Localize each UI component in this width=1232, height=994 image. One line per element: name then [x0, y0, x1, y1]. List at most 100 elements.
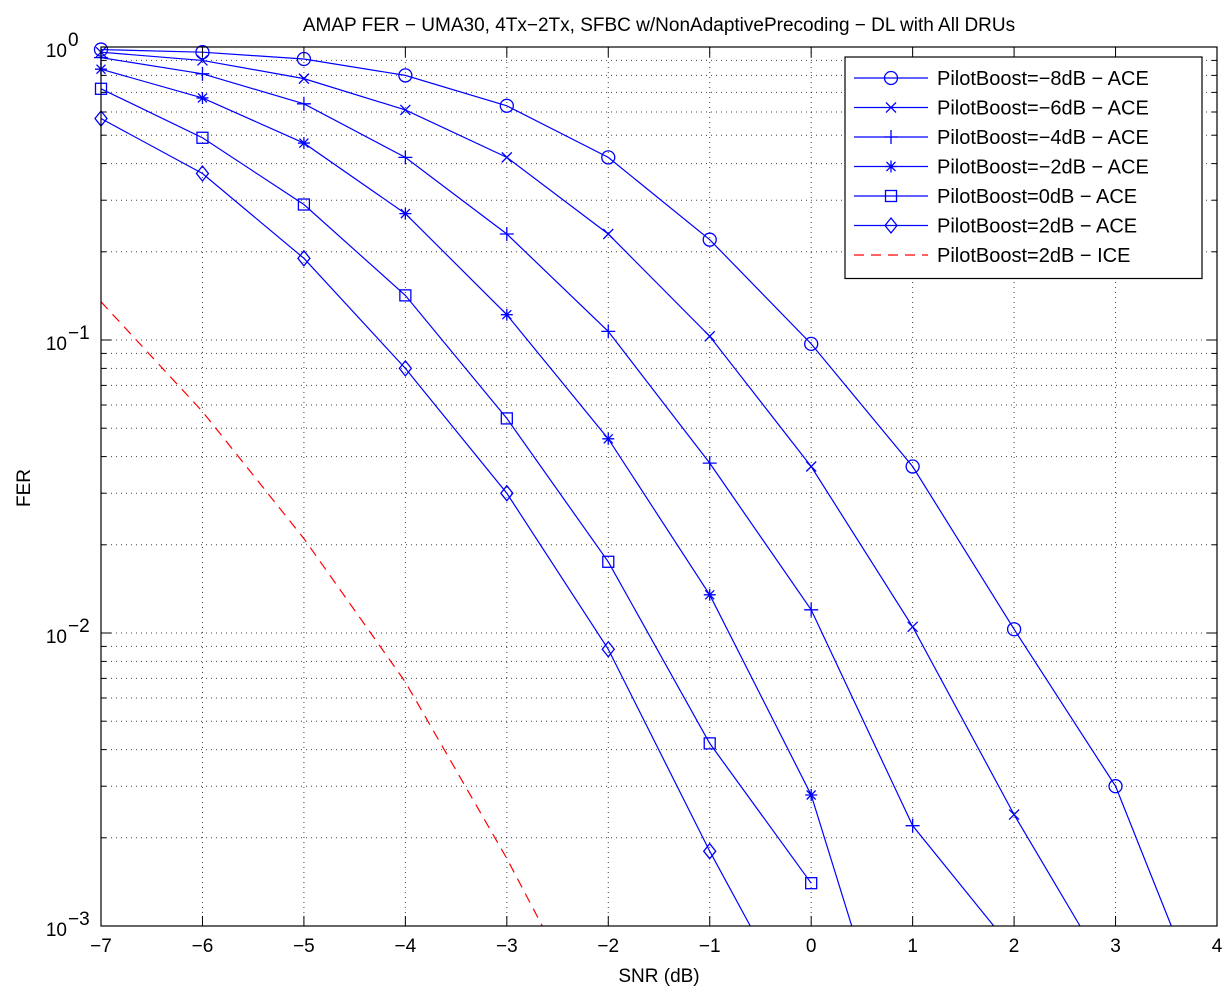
series-2-marker — [602, 228, 614, 240]
series-5-marker — [399, 289, 412, 302]
series-1-line — [100, 48, 1172, 927]
y-tick-label-exponent: −3 — [68, 909, 90, 930]
series-3-marker — [601, 324, 616, 339]
series-2-marker — [196, 54, 208, 66]
series-3-line — [100, 57, 995, 927]
series-3-marker — [195, 66, 210, 81]
series-1-marker — [804, 336, 819, 352]
y-tick-label: 10 — [46, 920, 67, 941]
series-1-marker — [1108, 779, 1123, 794]
legend-item-2: PilotBoost=−6dB − ACE — [854, 98, 1149, 120]
legend-label: PilotBoost=−2dB − ACE — [937, 157, 1149, 179]
series-1-marker — [195, 45, 210, 60]
series-3-marker — [296, 96, 311, 111]
series-4 — [95, 63, 853, 927]
legend-swatch-marker — [883, 70, 899, 86]
y-tick-label: 10 — [46, 41, 67, 62]
series-2-marker — [501, 151, 513, 163]
x-axis-title: SNR (dB) — [618, 966, 699, 987]
x-tick-label: 2 — [1009, 936, 1020, 957]
plot-border — [100, 46, 1218, 927]
y-tick-label: 10 — [46, 334, 67, 355]
x-tick-label: −6 — [192, 936, 214, 957]
series-6 — [94, 109, 751, 927]
series-4-marker — [602, 432, 615, 445]
series-5 — [94, 82, 818, 890]
legend-item-3: PilotBoost=−4dB − ACE — [854, 127, 1149, 149]
y-tick-label-exponent: 0 — [68, 30, 79, 51]
legend-label: PilotBoost=−6dB − ACE — [937, 98, 1149, 120]
legend-box — [844, 56, 1203, 280]
y-axis-title: FER — [14, 469, 35, 507]
series-5-marker — [703, 737, 716, 750]
series-1-marker — [905, 459, 920, 474]
series-6-marker — [702, 842, 717, 860]
legend-swatch-marker — [884, 189, 898, 203]
legend-item-7: PilotBoost=2dB − ICE — [854, 245, 1130, 267]
series-6-marker — [499, 484, 514, 502]
x-tick-label: 4 — [1212, 936, 1223, 957]
series-1-marker — [499, 98, 514, 113]
legend-item-6: PilotBoost=2dB − ACE — [854, 216, 1137, 238]
series-6-marker — [195, 164, 210, 183]
x-tick-label: −3 — [496, 936, 518, 957]
series-1-marker — [398, 68, 413, 83]
y-tick-label-exponent: −1 — [68, 323, 90, 344]
series-5-marker — [500, 412, 513, 425]
y-tick-label-exponent: −2 — [68, 616, 90, 637]
series-5-marker — [602, 555, 615, 568]
series-layer — [93, 42, 1172, 927]
x-tick-label: −2 — [597, 936, 619, 957]
series-2-marker — [805, 461, 817, 472]
series-2-marker — [298, 73, 310, 85]
series-4-marker — [805, 788, 818, 801]
series-2-marker — [399, 104, 411, 116]
legend-swatch-marker — [884, 130, 898, 144]
series-7-line — [100, 301, 543, 927]
series-1-marker — [1006, 622, 1022, 637]
series-5-marker — [297, 198, 311, 211]
legend-swatch-marker — [885, 160, 897, 173]
legend-item-1: PilotBoost=−8dB − ACE — [854, 68, 1149, 90]
series-3-marker — [804, 602, 819, 617]
series-6-marker — [297, 249, 311, 267]
legend: PilotBoost=−8dB − ACE PilotBoost=−6dB − A… — [844, 56, 1203, 280]
legend-label: PilotBoost=−4dB − ACE — [937, 127, 1149, 149]
legend-label: PilotBoost=2dB − ACE — [937, 216, 1137, 238]
series-1 — [93, 42, 1172, 927]
x-tick-label: −5 — [293, 936, 315, 957]
series-6-line — [100, 118, 751, 927]
legend-item-4: PilotBoost=−2dB − ACE — [854, 157, 1149, 179]
x-tick-label: −1 — [699, 936, 721, 957]
series-4-marker — [196, 91, 209, 104]
series-6-marker — [601, 640, 616, 658]
x-tick-label: 0 — [806, 936, 817, 957]
series-3-marker — [905, 818, 920, 833]
series-5-line — [100, 88, 812, 884]
axes-frame — [100, 46, 1218, 927]
x-tick-label: −4 — [395, 936, 417, 957]
series-3 — [94, 50, 995, 927]
series-3-marker — [499, 227, 514, 242]
x-tick-label: 3 — [1110, 936, 1121, 957]
legend-swatch-marker — [885, 102, 897, 113]
series-1-marker — [702, 232, 717, 247]
chart-title: AMAP FER − UMA30, 4Tx−2Tx, SFBC w/NonAda… — [303, 15, 1015, 36]
legend-item-5: PilotBoost=0dB − ACE — [854, 186, 1137, 208]
series-6-marker — [398, 359, 413, 377]
legend-label: PilotBoost=0dB − ACE — [937, 186, 1137, 208]
series-4-marker — [703, 588, 716, 601]
series-2-marker — [704, 330, 716, 342]
series-4-marker — [297, 137, 310, 150]
series-4-marker — [399, 207, 412, 220]
series-2 — [95, 46, 1081, 927]
series-7 — [100, 301, 543, 927]
series-1-marker — [601, 150, 616, 165]
x-tick-label: −7 — [90, 936, 112, 957]
series-2-marker — [1008, 809, 1020, 821]
x-tick-label: 1 — [907, 936, 918, 957]
series-5-marker — [196, 131, 209, 144]
series-3-marker — [702, 456, 717, 471]
